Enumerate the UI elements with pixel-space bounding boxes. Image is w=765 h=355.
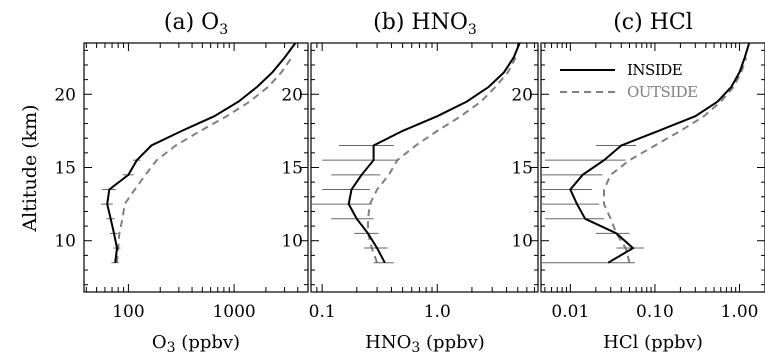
panel-c-xtick-label: 1.00 [721,302,759,322]
panel-a-ytick-label: 15 [54,159,76,179]
panel-c-xtick-label: 0.01 [551,302,589,322]
panel-b-xlabel: HNO3 (ppbv) [365,332,485,355]
panel-c-frame [540,42,765,293]
panel-c-ytick-label: 20 [511,85,533,105]
panel-a-ytick-label: 20 [54,85,76,105]
panel-b-xtick-label: 0.1 [309,302,336,322]
y-axis-label: Altitude (km) [19,104,41,232]
panel-b-ytick-label: 10 [281,232,303,252]
panel-a-xlabel: O3 (ppbv) [152,332,240,355]
panel-c-xlabel: HCl (ppbv) [603,332,703,353]
panel-a-xtick-label: 1000 [212,302,255,322]
panel-c-ytick-label: 10 [511,232,533,252]
panel-c-xtick-label: 0.10 [636,302,674,322]
panel-a: (a) O3 O3 (ppbv) 100 1000 10 15 20 [54,10,309,355]
legend-inside-label: INSIDE [627,61,682,79]
panel-a-plot-area [100,43,297,264]
legend-outside-label: OUTSIDE [627,83,698,101]
panel-a-inside-line [106,43,297,263]
panel-b-inside-line [347,43,521,264]
panel-c-title: (c) HCl [613,10,693,35]
panel-a-xtick-label: 100 [112,302,144,322]
panel-c: (c) HCl HCl (ppbv) 0.01 0.10 1.00 10 15 20 [511,10,765,353]
panel-a-title: (a) O3 [164,10,228,38]
panel-b-frame [310,42,539,293]
legend: INSIDE OUTSIDE [560,61,698,101]
panel-c-outside-line [603,57,748,263]
panel-b: (b) HNO3 HNO3 (ppbv) 0.1 1.0 10 15 20 [281,10,539,355]
panel-b-plot-area [311,43,521,264]
panel-c-plot-area [541,43,751,264]
panel-a-outside-line [116,57,293,263]
panel-c-ytick-label: 15 [511,159,533,179]
panel-c-inside-line [569,43,751,264]
panel-b-ytick-label: 15 [281,159,303,179]
panel-b-title: (b) HNO3 [373,10,477,38]
panel-b-ytick-label: 20 [281,85,303,105]
panel-b-xtick-label: 1.0 [424,302,451,322]
panel-a-ytick-label: 10 [54,232,76,252]
